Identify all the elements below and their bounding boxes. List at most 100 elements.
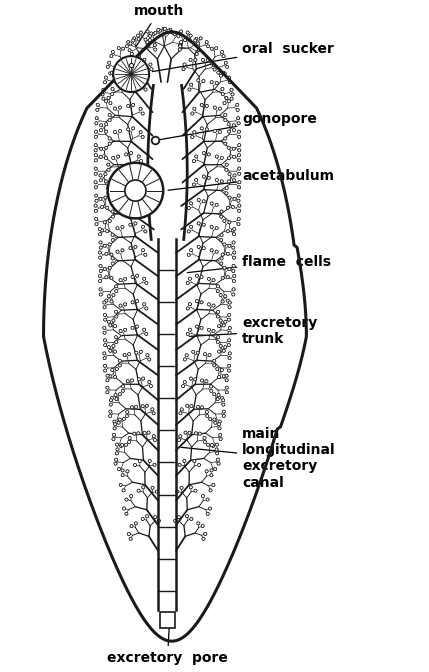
Circle shape: [213, 360, 216, 362]
Circle shape: [226, 276, 229, 279]
Circle shape: [225, 386, 228, 389]
Circle shape: [238, 144, 241, 146]
Circle shape: [208, 303, 210, 306]
Circle shape: [219, 294, 222, 296]
Circle shape: [216, 341, 219, 343]
Circle shape: [184, 431, 187, 434]
Circle shape: [98, 274, 101, 278]
Circle shape: [225, 391, 228, 394]
Circle shape: [205, 128, 208, 131]
Circle shape: [118, 392, 121, 396]
Circle shape: [174, 519, 177, 522]
Circle shape: [112, 345, 115, 347]
Circle shape: [201, 379, 204, 382]
Circle shape: [228, 221, 231, 224]
Circle shape: [115, 443, 118, 446]
Circle shape: [178, 463, 181, 466]
Circle shape: [205, 470, 208, 473]
Circle shape: [100, 229, 103, 232]
Circle shape: [187, 230, 190, 233]
Circle shape: [106, 386, 109, 389]
Circle shape: [103, 313, 106, 317]
Circle shape: [238, 181, 241, 183]
Circle shape: [99, 246, 102, 249]
Circle shape: [121, 225, 124, 228]
Circle shape: [124, 303, 127, 306]
Circle shape: [142, 225, 145, 228]
Circle shape: [111, 233, 114, 237]
Circle shape: [148, 380, 151, 384]
Circle shape: [146, 353, 149, 357]
Circle shape: [128, 49, 131, 52]
Text: acetabulum: acetabulum: [168, 169, 334, 190]
Circle shape: [125, 153, 128, 156]
Circle shape: [206, 444, 209, 446]
Circle shape: [104, 76, 107, 79]
Circle shape: [233, 256, 236, 259]
Circle shape: [137, 378, 140, 381]
Circle shape: [110, 253, 113, 256]
Circle shape: [221, 300, 224, 303]
Circle shape: [152, 412, 155, 415]
Circle shape: [221, 50, 224, 54]
Circle shape: [215, 179, 218, 181]
Circle shape: [200, 127, 203, 130]
Circle shape: [114, 130, 117, 134]
Circle shape: [203, 440, 206, 444]
Circle shape: [203, 353, 206, 355]
Circle shape: [215, 250, 218, 253]
Circle shape: [184, 39, 187, 42]
Circle shape: [99, 280, 102, 282]
Circle shape: [228, 173, 231, 175]
Circle shape: [216, 452, 219, 455]
Circle shape: [193, 108, 196, 110]
Circle shape: [227, 206, 229, 209]
Circle shape: [216, 368, 219, 370]
Circle shape: [130, 406, 133, 409]
Circle shape: [157, 28, 160, 32]
Circle shape: [119, 68, 122, 71]
Circle shape: [228, 327, 231, 329]
Circle shape: [150, 32, 153, 35]
Circle shape: [105, 123, 108, 126]
Circle shape: [109, 101, 112, 105]
Circle shape: [141, 136, 144, 138]
Circle shape: [125, 415, 128, 417]
Circle shape: [198, 432, 201, 435]
Circle shape: [232, 264, 235, 267]
Circle shape: [237, 222, 240, 226]
Circle shape: [228, 244, 231, 247]
Circle shape: [188, 328, 191, 331]
Circle shape: [200, 327, 203, 329]
Circle shape: [188, 88, 191, 91]
Circle shape: [221, 93, 224, 95]
Circle shape: [220, 257, 223, 260]
Circle shape: [190, 202, 193, 205]
Circle shape: [214, 421, 217, 424]
Circle shape: [232, 293, 235, 296]
Circle shape: [130, 152, 133, 155]
Circle shape: [227, 99, 230, 103]
Circle shape: [228, 331, 231, 334]
Circle shape: [157, 28, 160, 32]
Circle shape: [214, 468, 217, 470]
Circle shape: [136, 34, 139, 37]
Circle shape: [238, 154, 241, 157]
Circle shape: [197, 222, 200, 225]
Bar: [160, 612, 175, 628]
Circle shape: [121, 47, 124, 50]
Circle shape: [109, 349, 112, 352]
Circle shape: [212, 279, 215, 282]
Circle shape: [196, 405, 199, 409]
Circle shape: [188, 431, 191, 434]
Circle shape: [190, 249, 193, 252]
Circle shape: [210, 474, 213, 476]
Circle shape: [115, 285, 118, 288]
Circle shape: [132, 127, 135, 130]
Circle shape: [220, 239, 223, 242]
Circle shape: [124, 278, 127, 280]
Circle shape: [113, 420, 116, 423]
Circle shape: [103, 364, 106, 368]
Circle shape: [121, 385, 124, 388]
Circle shape: [127, 128, 130, 131]
